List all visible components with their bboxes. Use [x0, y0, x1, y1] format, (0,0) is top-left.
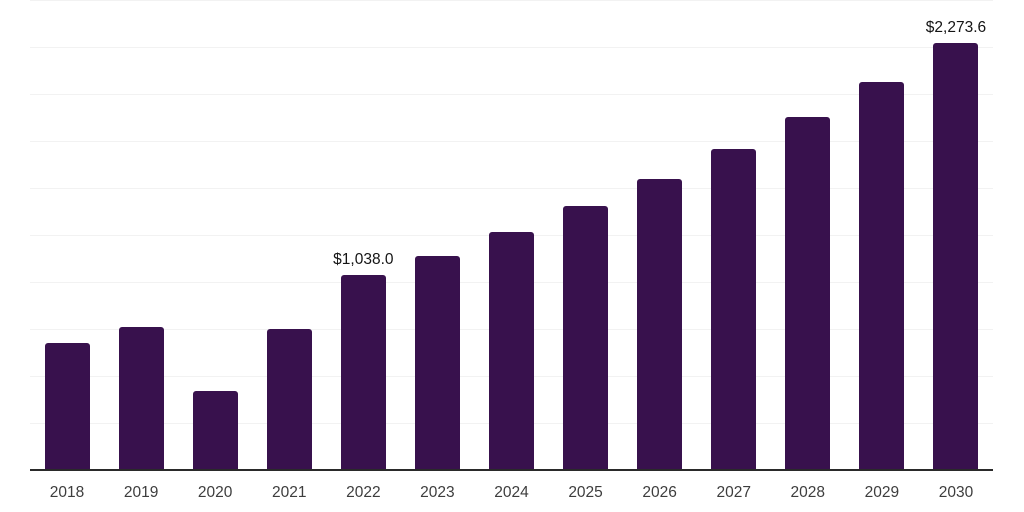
x-tick-label-2030: 2030 [938, 484, 974, 501]
bar-2020 [192, 391, 238, 470]
gridline-y-1500 [30, 188, 993, 189]
x-tick-label-2023: 2023 [420, 484, 455, 501]
bar-value-label-2030: $2,273.6 [925, 18, 987, 36]
x-tick-label-2024: 2024 [494, 484, 529, 501]
bar-2029 [859, 81, 905, 470]
gridline-y-2000 [30, 94, 993, 95]
gridline-y-2500 [30, 0, 993, 1]
bar-2022 [340, 274, 386, 470]
x-tick-label-2028: 2028 [790, 484, 826, 501]
gridline-y-2250 [30, 47, 993, 48]
bar-value-label-2022: $1,038.0 [333, 250, 394, 268]
bar-2024 [489, 232, 534, 470]
x-tick-label-2026: 2026 [642, 484, 677, 501]
bar-2026 [637, 178, 683, 470]
x-tick-label-2027: 2027 [716, 484, 751, 501]
x-tick-label-2019: 2019 [123, 484, 159, 501]
bar-2023 [414, 256, 460, 470]
x-tick-label-2025: 2025 [568, 484, 603, 501]
x-tick-label-2021: 2021 [272, 484, 307, 501]
bar-2028 [785, 116, 831, 470]
bar-2021 [266, 329, 312, 470]
x-axis-line [30, 469, 993, 471]
plot-area: $1,038.0 $2,273.6 [30, 0, 993, 471]
bar-2018 [44, 342, 90, 470]
bar-2019 [118, 326, 164, 470]
bar-2027 [711, 149, 757, 470]
bar-2030 [933, 42, 979, 470]
x-tick-label-2020: 2020 [197, 484, 233, 501]
x-tick-label-2022: 2022 [346, 484, 381, 501]
bar-2025 [563, 206, 609, 470]
x-tick-label-2018: 2018 [49, 484, 85, 501]
x-tick-label-2029: 2029 [864, 484, 900, 501]
gridline-y-1750 [30, 141, 993, 142]
